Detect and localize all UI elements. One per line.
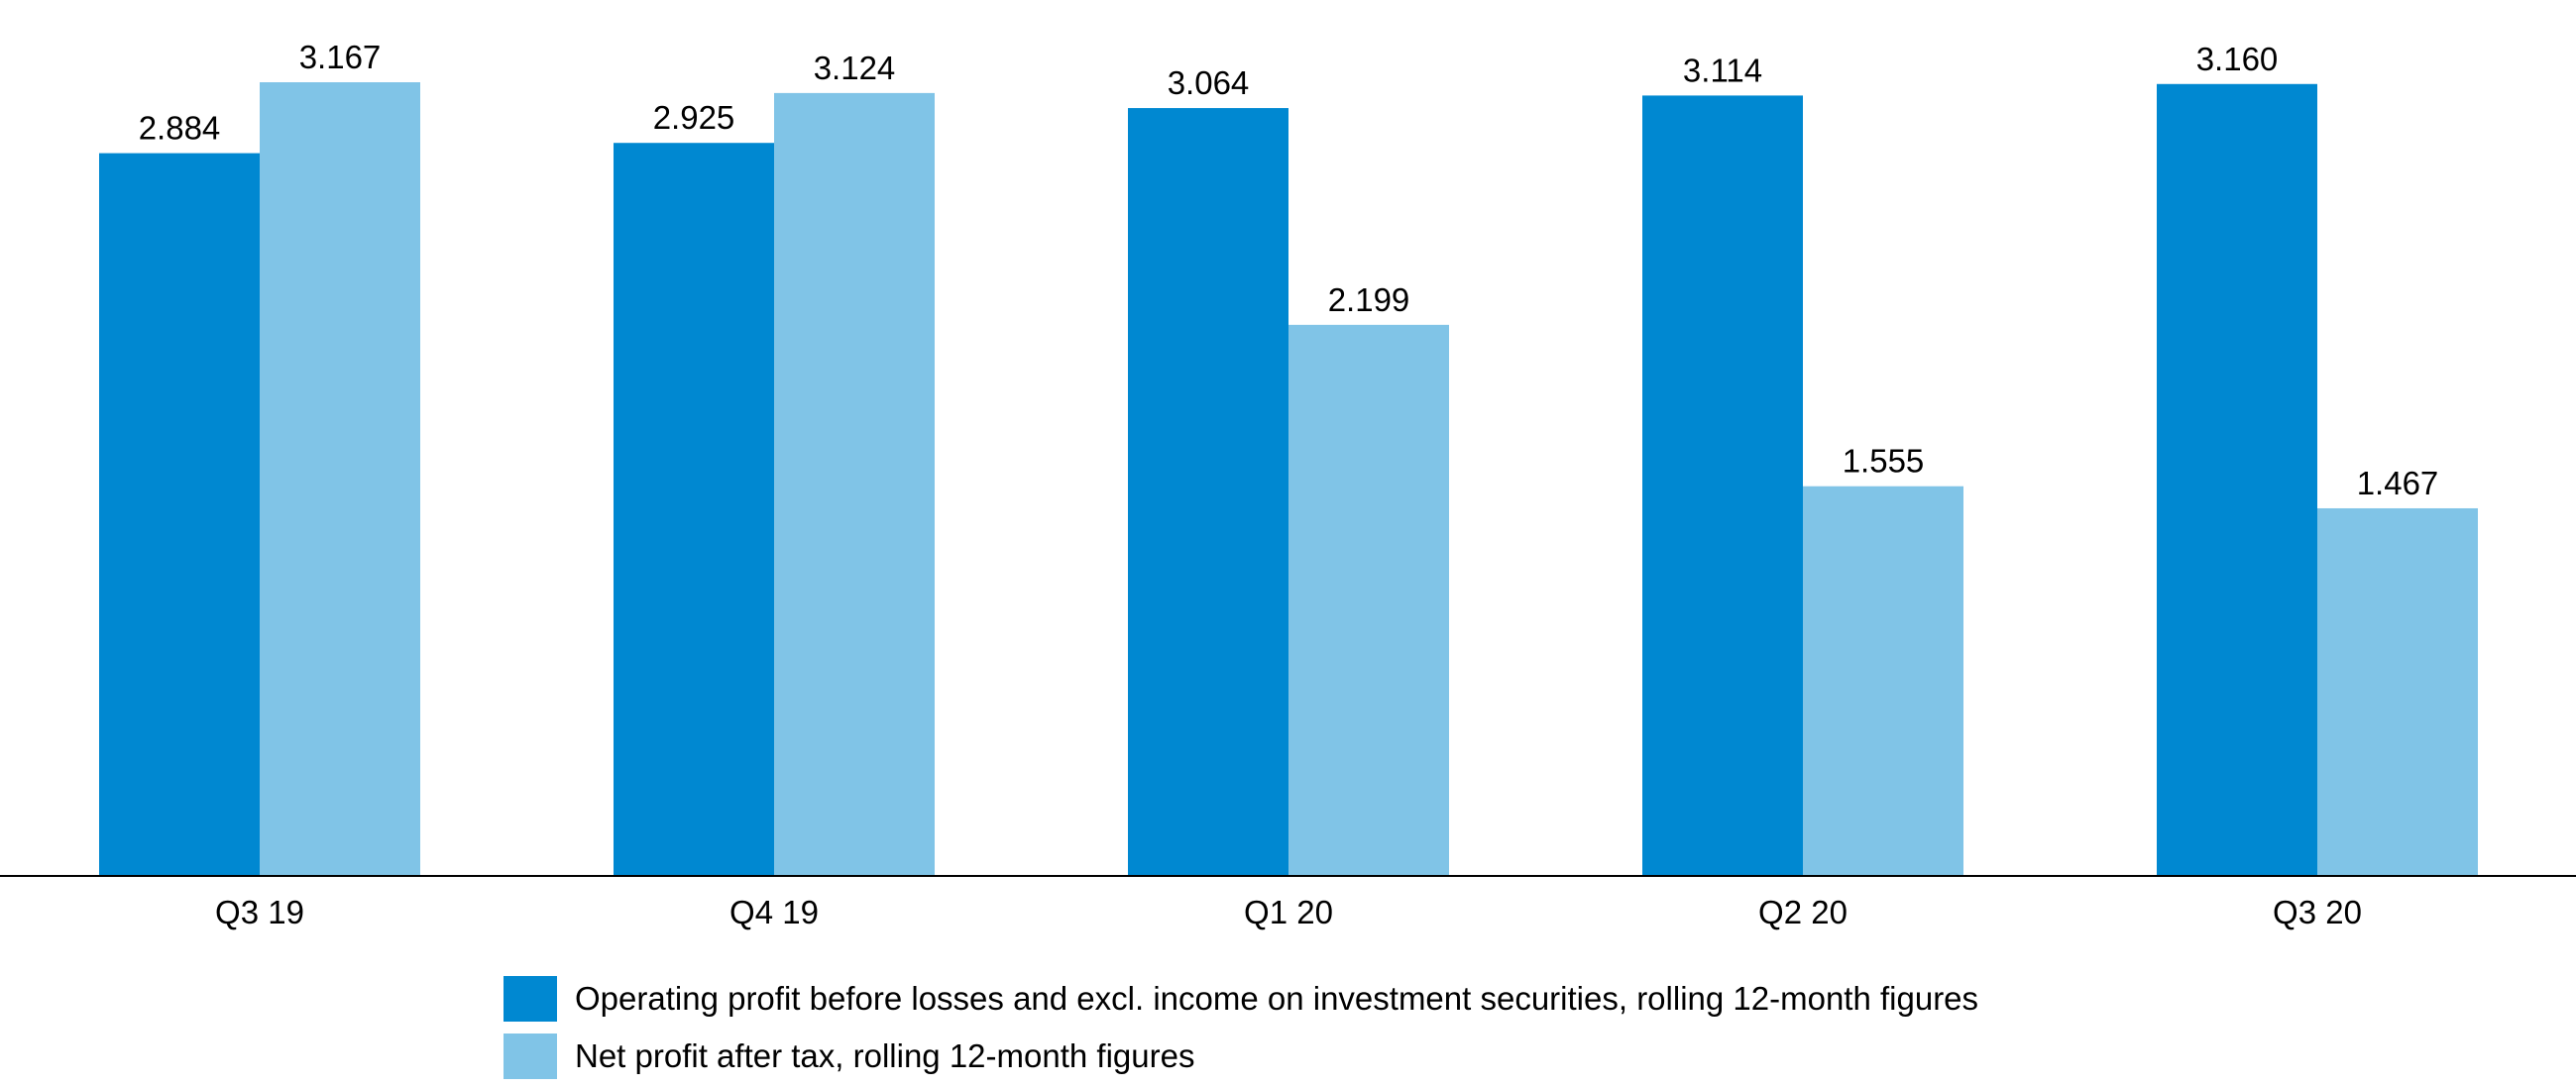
- data-label-series-2-q3-20: 1.467: [2357, 465, 2439, 501]
- bar-series-1-q1-20: [1128, 108, 1288, 876]
- bar-series-2-q1-20: [1288, 324, 1449, 876]
- x-tick-label-q2-20: Q2 20: [1758, 894, 1848, 930]
- x-tick-label-q4-19: Q4 19: [729, 894, 819, 930]
- legend-swatch-operating-profit: [504, 976, 557, 1022]
- bar-series-1-q4-19: [614, 143, 774, 877]
- data-label-series-2-q4-19: 3.124: [814, 50, 896, 86]
- legend: Operating profit before losses and excl.…: [504, 973, 1978, 1088]
- bar-series-2-q3-20: [2317, 507, 2478, 876]
- bar-series-1-q2-20: [1642, 95, 1803, 876]
- data-label-series-2-q2-20: 1.555: [1843, 443, 1925, 480]
- x-tick-label-q3-20: Q3 20: [2273, 894, 2362, 930]
- data-labels-layer: 2.884 3.167 2.925 3.124 3.064 2.199 3.114 1.555…: [139, 39, 2439, 501]
- x-tick-labels-layer: Q3 19 Q4 19 Q1 20 Q2 20 Q3 20: [215, 894, 2362, 930]
- legend-item-net-profit: Net profit after tax, rolling 12-month f…: [504, 1031, 1978, 1082]
- data-label-series-2-q3-19: 3.167: [299, 39, 382, 75]
- data-label-series-1-q3-19: 2.884: [139, 110, 221, 147]
- x-tick-label-q1-20: Q1 20: [1244, 894, 1333, 930]
- bar-series-2-q4-19: [774, 92, 935, 876]
- legend-swatch-net-profit: [504, 1034, 557, 1079]
- bar-series-1-q3-19: [99, 153, 260, 876]
- x-tick-label-q3-19: Q3 19: [215, 894, 304, 930]
- bar-series-2-q3-19: [260, 82, 420, 877]
- data-label-series-1-q4-19: 2.925: [653, 99, 735, 136]
- data-label-series-2-q1-20: 2.199: [1328, 281, 1410, 318]
- data-label-series-1-q3-20: 3.160: [2196, 41, 2279, 77]
- bar-series-2-q2-20: [1803, 486, 1963, 876]
- legend-label-net-profit: Net profit after tax, rolling 12-month f…: [575, 1037, 1195, 1074]
- legend-item-operating-profit: Operating profit before losses and excl.…: [504, 973, 1978, 1025]
- legend-label-operating-profit: Operating profit before losses and excl.…: [575, 980, 1979, 1017]
- bars-layer: [99, 82, 2478, 877]
- data-label-series-1-q2-20: 3.114: [1683, 52, 1762, 88]
- data-label-series-1-q1-20: 3.064: [1168, 64, 1250, 101]
- bar-series-1-q3-20: [2157, 83, 2317, 876]
